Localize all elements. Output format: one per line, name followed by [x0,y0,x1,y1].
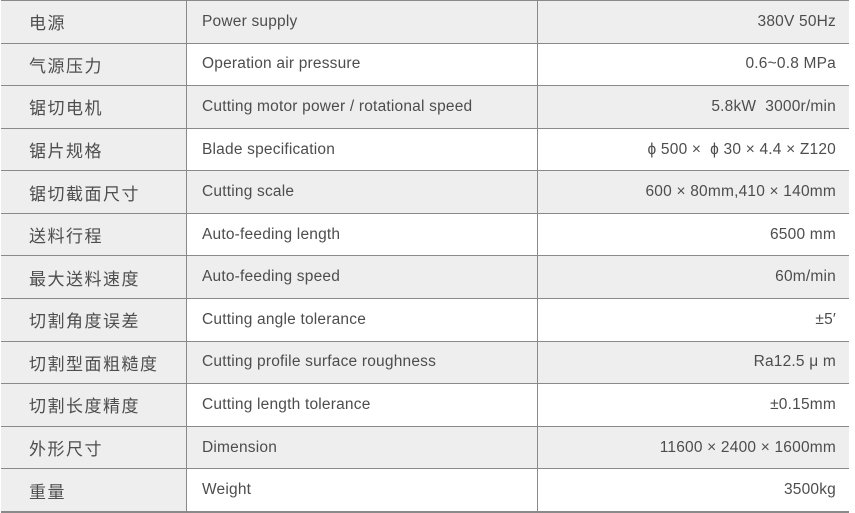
spec-value: 60m/min [538,256,849,299]
spec-label-cn: 切割长度精度 [1,384,187,426]
table-row: 重量 Weight 3500kg [1,469,849,511]
spec-label-cn: 外形尺寸 [1,426,187,469]
spec-label-cn: 切割型面粗糙度 [1,341,187,384]
table-row: 切割型面粗糙度 Cutting profile surface roughnes… [1,341,849,385]
spec-label-en: Cutting length tolerance [187,384,538,426]
table-row: 锯片规格 Blade specification ϕ 500 × ϕ 30 × … [1,128,849,172]
spec-label-cn: 最大送料速度 [1,256,187,299]
table-row: 外形尺寸 Dimension 11600 × 2400 × 1600mm [1,426,849,470]
spec-value: 3500kg [538,469,849,511]
table-row: 切割角度误差 Cutting angle tolerance ±5′ [1,299,849,342]
table-row: 电源 Power supply 380V 50Hz [1,1,849,44]
spec-value: ϕ 500 × ϕ 30 × 4.4 × Z120 [538,128,849,171]
spec-label-en: Cutting motor power / rotational speed [187,86,538,128]
spec-value: ±0.15mm [538,384,849,426]
spec-label-cn: 重量 [1,469,187,511]
spec-value: 11600 × 2400 × 1600mm [538,426,849,469]
spec-label-cn: 送料行程 [1,213,187,256]
table-row: 切割长度精度 Cutting length tolerance ±0.15mm [1,384,849,427]
spec-label-en: Operation air pressure [187,43,538,86]
table-row: 锯切截面尺寸 Cutting scale 600 × 80mm,410 × 14… [1,171,849,214]
spec-label-en: Auto-feeding length [187,213,538,256]
spec-value: 5.8kW 3000r/min [538,86,849,128]
spec-value: Ra12.5 μ m [538,341,849,384]
spec-label-cn: 气源压力 [1,43,187,86]
table-row: 最大送料速度 Auto-feeding speed 60m/min [1,256,849,300]
spec-label-cn: 锯片规格 [1,128,187,171]
spec-label-cn: 切割角度误差 [1,299,187,341]
spec-label-cn: 电源 [1,1,187,43]
spec-label-en: Power supply [187,1,538,43]
spec-label-en: Blade specification [187,128,538,171]
spec-label-en: Dimension [187,426,538,469]
spec-value: 600 × 80mm,410 × 140mm [538,171,849,213]
spec-label-en: Weight [187,469,538,511]
table-row: 气源压力 Operation air pressure 0.6~0.8 MPa [1,43,849,87]
spec-label-en: Auto-feeding speed [187,256,538,299]
table-row: 锯切电机 Cutting motor power / rotational sp… [1,86,849,129]
spec-value: 0.6~0.8 MPa [538,43,849,86]
spec-value: 380V 50Hz [538,1,849,43]
spec-label-cn: 锯切截面尺寸 [1,171,187,213]
table-row: 送料行程 Auto-feeding length 6500 mm [1,213,849,257]
spec-value: 6500 mm [538,213,849,256]
spec-label-cn: 锯切电机 [1,86,187,128]
spec-label-en: Cutting angle tolerance [187,299,538,341]
spec-label-en: Cutting scale [187,171,538,213]
spec-label-en: Cutting profile surface roughness [187,341,538,384]
spec-value: ±5′ [538,299,849,341]
